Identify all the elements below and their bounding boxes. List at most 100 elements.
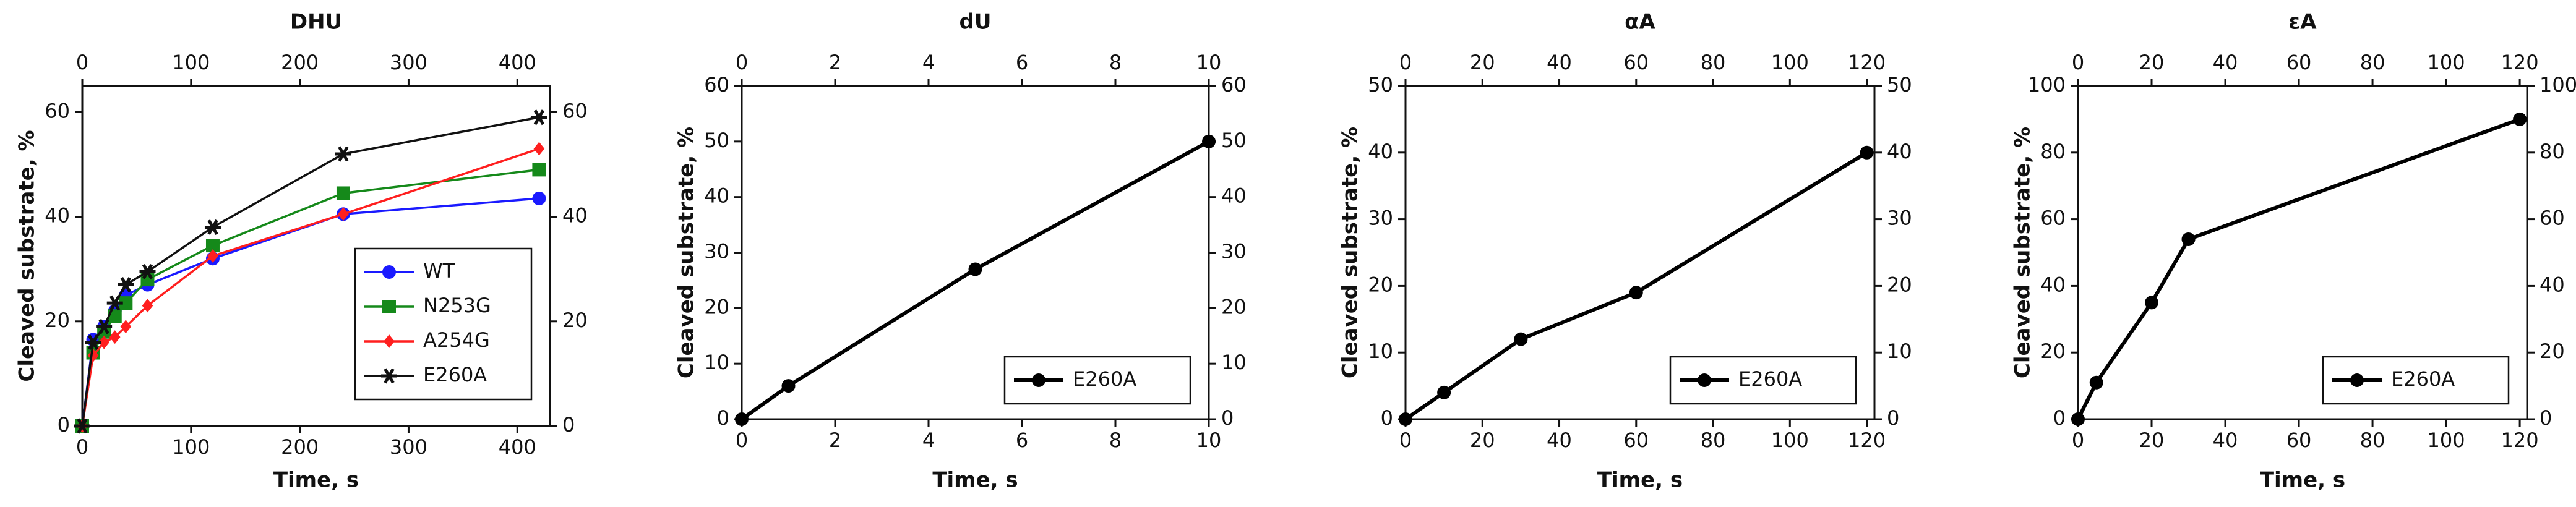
x-tick-label: 60: [2286, 428, 2312, 452]
y-tick-label: 40: [704, 184, 729, 208]
y2-tick-label: 0: [562, 413, 575, 437]
y-tick-label: 40: [2040, 273, 2066, 296]
marker: [1860, 145, 1874, 160]
marker: [120, 320, 132, 334]
x-top-tick-label: 100: [172, 51, 210, 74]
x-top-tick-label: 60: [1623, 51, 1649, 74]
y-tick-label: 20: [45, 309, 70, 332]
marker: [382, 300, 396, 313]
x-top-tick-label: 80: [1701, 51, 1726, 74]
marker: [207, 249, 218, 263]
x-top-tick-label: 0: [736, 51, 748, 74]
marker: [532, 191, 546, 205]
y2-tick-label: 0: [2540, 406, 2552, 430]
y-tick-label: 50: [704, 129, 729, 152]
marker: [119, 296, 133, 310]
marker: [85, 334, 101, 351]
y-tick-label: 100: [2028, 73, 2066, 96]
marker: [335, 146, 351, 162]
y-tick-label: 0: [58, 413, 70, 437]
legend-label: E260A: [2391, 367, 2455, 391]
marker: [735, 412, 749, 426]
y-tick-label: 30: [1368, 207, 1393, 230]
marker: [1437, 385, 1451, 399]
x-top-tick-label: 0: [1399, 51, 1412, 74]
x-tick-label: 6: [1016, 428, 1028, 452]
x-tick-label: 80: [1701, 428, 1726, 452]
x-top-tick-label: 300: [390, 51, 427, 74]
marker: [204, 219, 221, 235]
x-tick-label: 4: [922, 428, 935, 452]
x-top-tick-label: 120: [1848, 51, 1886, 74]
chart-title: εA: [2288, 10, 2317, 35]
marker: [781, 379, 796, 393]
series-line: [741, 140, 1210, 421]
x-tick-label: 400: [499, 435, 536, 459]
x-tick-label: 40: [2213, 428, 2238, 452]
y2-tick-label: 60: [2540, 207, 2565, 230]
marker: [338, 207, 349, 221]
y2-tick-label: 30: [1221, 240, 1247, 263]
legend-label: E260A: [1073, 367, 1136, 391]
y-tick-label: 80: [2040, 140, 2066, 163]
marker: [381, 368, 397, 384]
y-tick-label: 60: [45, 99, 70, 122]
chart-title: DHU: [290, 10, 342, 35]
legend-label: WT: [423, 259, 455, 283]
x-tick-label: 120: [2501, 428, 2539, 452]
y-tick-label: 0: [1381, 406, 1393, 430]
marker: [2071, 412, 2085, 426]
x-tick-label: 0: [736, 428, 748, 452]
y-axis-label: Cleaved substrate, %: [1338, 127, 1363, 378]
plot-frame: [81, 85, 551, 427]
marker: [2350, 373, 2364, 387]
x-top-tick-label: 400: [499, 51, 536, 74]
marker: [2513, 112, 2527, 126]
marker: [106, 295, 123, 311]
x-top-tick-label: 0: [2072, 51, 2084, 74]
x-top-tick-label: 2: [829, 51, 841, 74]
x-tick-label: 60: [1623, 428, 1649, 452]
x-tick-label: 20: [1470, 428, 1495, 452]
x-top-tick-label: 120: [2501, 51, 2539, 74]
y-tick-label: 40: [45, 204, 70, 228]
marker: [533, 142, 545, 156]
y2-tick-label: 10: [1221, 351, 1247, 374]
marker: [382, 265, 396, 279]
y2-tick-label: 20: [1221, 295, 1247, 318]
y2-tick-label: 30: [1887, 207, 1912, 230]
y2-tick-label: 20: [562, 309, 588, 332]
marker: [1514, 332, 1528, 346]
marker: [2181, 232, 2196, 246]
chart-title: dU: [960, 10, 992, 35]
y2-tick-label: 40: [1221, 184, 1247, 208]
y-tick-label: 0: [2053, 406, 2066, 430]
y-tick-label: 20: [2040, 339, 2066, 363]
legend-label: E260A: [1738, 367, 1802, 391]
x-tick-label: 0: [2072, 428, 2084, 452]
y2-tick-label: 50: [1221, 129, 1247, 152]
y2-tick-label: 100: [2540, 73, 2576, 96]
x-tick-label: 300: [390, 435, 427, 459]
x-top-tick-label: 20: [1470, 51, 1495, 74]
marker: [98, 335, 109, 349]
x-top-tick-label: 20: [2139, 51, 2165, 74]
y-tick-label: 10: [1368, 339, 1393, 363]
marker: [384, 334, 395, 348]
x-axis-label: Time, s: [1597, 468, 1683, 493]
marker: [109, 330, 121, 344]
x-top-tick-label: 4: [922, 51, 935, 74]
x-top-tick-label: 10: [1196, 51, 1222, 74]
x-tick-label: 0: [1399, 428, 1412, 452]
y2-tick-label: 0: [1221, 406, 1234, 430]
y2-tick-label: 50: [1887, 73, 1912, 96]
x-top-tick-label: 60: [2286, 51, 2312, 74]
x-tick-label: 20: [2139, 428, 2165, 452]
x-top-tick-label: 100: [1771, 51, 1809, 74]
chart-title: αA: [1625, 10, 1655, 35]
y-axis-label: Cleaved substrate, %: [674, 127, 699, 378]
y-tick-label: 30: [704, 240, 729, 263]
marker: [1032, 373, 1045, 387]
y2-tick-label: 40: [1887, 140, 1912, 163]
